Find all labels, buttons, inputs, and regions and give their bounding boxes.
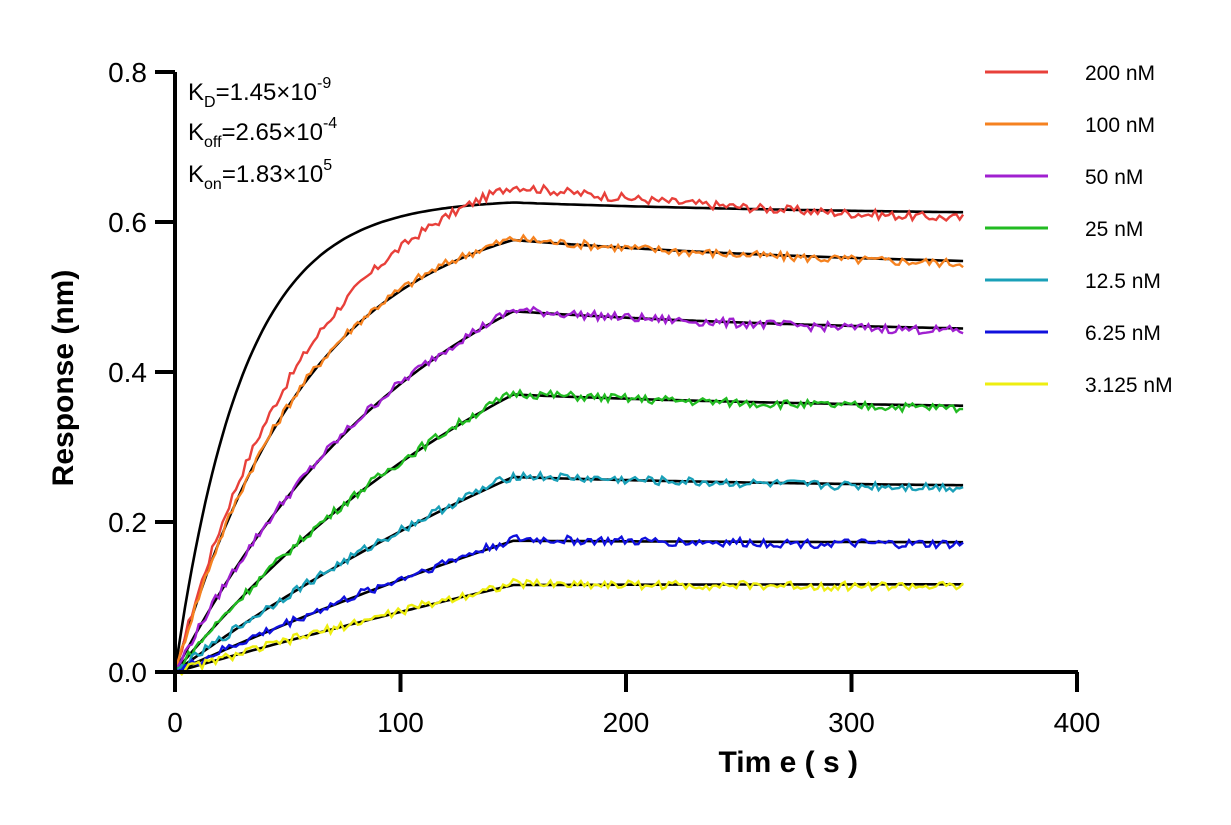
x-tick-label: 400 [1054,707,1101,738]
series-trace [173,305,964,673]
legend-label: 200 nM [1085,62,1155,85]
series-trace [174,470,964,673]
legend-label: 12.5 nM [1085,270,1161,293]
x-tick-label: 200 [603,707,650,738]
legend-label: 6.25 nM [1085,322,1161,345]
fit-curve [174,583,964,674]
y-tick-label: 0.0 [108,657,147,688]
x-tick-label: 0 [167,707,183,738]
legend-label: 25 nM [1085,218,1143,241]
y-tick-label: 0.6 [108,207,147,238]
series-trace [174,577,965,676]
y-ticks: 0.0 0.2 0.4 0.6 0.8 [108,57,175,688]
kd-annotation: KD=1.45×10-9 [188,75,331,111]
y-axis-title: Response (nm) [47,270,80,487]
koff-annotation: Koff=2.65×10-4 [188,115,337,151]
fit-curve [174,475,964,674]
series-trace [174,534,964,674]
x-tick-label: 100 [377,707,424,738]
fit-curve [173,393,964,673]
data-traces [173,183,965,676]
fit-curve [173,201,964,673]
fit-curves [173,201,964,674]
series-trace [173,183,965,673]
axes: 0.0 0.2 0.4 0.6 0.8 0 100 200 300 400 [108,57,1100,738]
kon-annotation: Kon=1.83×105 [188,157,332,193]
series-trace [174,388,964,673]
legend-label: 100 nM [1085,114,1155,137]
legend-label: 50 nM [1085,166,1143,189]
y-tick-label: 0.4 [108,357,147,388]
fit-curve [173,238,964,673]
series-trace [173,233,964,673]
legend-label: 3.125 nM [1085,374,1173,397]
y-tick-label: 0.8 [108,57,147,88]
kinetic-constants: KD=1.45×10-9 Koff=2.65×10-4 Kon=1.83×105 [188,75,337,193]
legend: 200 nM 100 nM 50 nM 25 nM 12.5 nM 6.25 nM 3.12… [985,62,1173,397]
fit-curve [174,539,964,674]
y-tick-label: 0.2 [108,507,147,538]
x-ticks: 0 100 200 300 400 [167,672,1100,738]
x-axis-title: Tim e ( s ) [719,746,858,779]
x-tick-label: 300 [828,707,875,738]
